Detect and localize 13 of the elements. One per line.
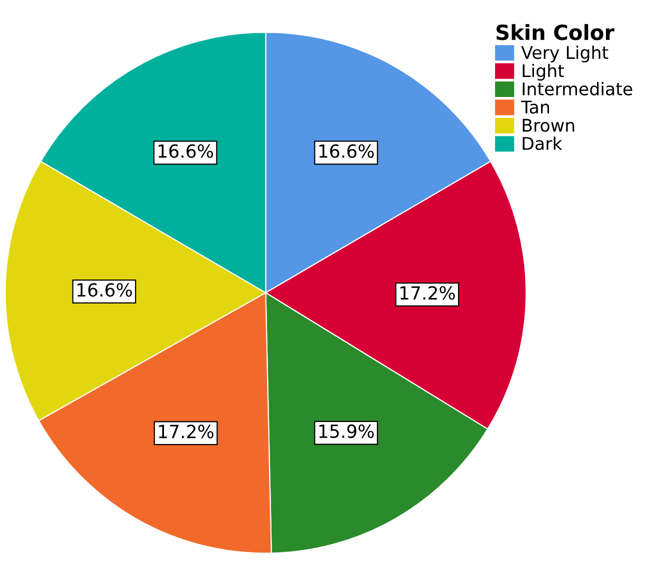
legend-title: Skin Color xyxy=(496,24,614,40)
legend-label: Tan xyxy=(521,100,550,114)
data-label: 16.6% xyxy=(158,144,213,158)
legend-label: Dark xyxy=(522,136,562,150)
data-label: 15.9% xyxy=(319,424,374,438)
data-label: 16.6% xyxy=(319,144,374,158)
data-label: 17.2% xyxy=(400,286,455,300)
legend-label: Light xyxy=(522,64,564,81)
legend-label: Intermediate xyxy=(522,82,632,96)
legend-label: Brown xyxy=(522,118,574,132)
legend-label: Very Light xyxy=(521,46,608,62)
data-label: 17.2% xyxy=(159,424,214,438)
data-label: 16.6% xyxy=(78,283,132,297)
